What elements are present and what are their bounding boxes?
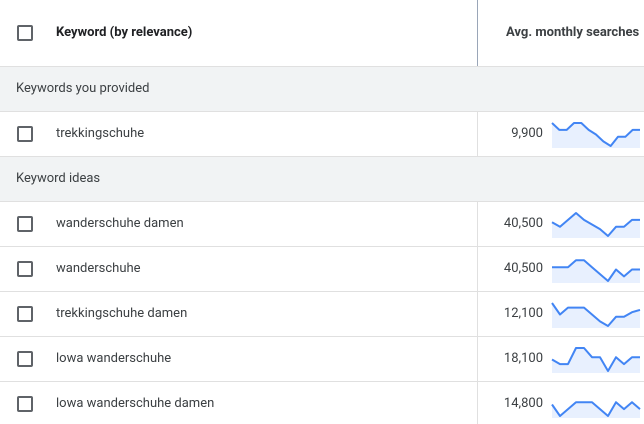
- row-checkbox[interactable]: [17, 216, 33, 232]
- trend-sparkline: [551, 212, 640, 238]
- trend-sparkline: [552, 259, 640, 283]
- keyword-row: wanderschuhe damen 40,500: [0, 202, 644, 247]
- monthly-searches: 18,100: [503, 351, 543, 366]
- trend-line: [551, 212, 640, 237]
- column-divider: [477, 112, 478, 156]
- trend-sparkline: [551, 347, 640, 373]
- keyword-row: lowa wanderschuhe 18,100: [0, 337, 644, 382]
- header-row: Keyword (by relevance) Avg. monthly sear…: [0, 0, 644, 67]
- keyword: wanderschuhe damen: [56, 216, 184, 231]
- column-divider: [477, 382, 478, 424]
- monthly-searches: 12,100: [503, 306, 543, 321]
- keyword-row: wanderschuhe 40,500: [0, 247, 644, 292]
- row-checkbox[interactable]: [17, 306, 33, 322]
- keyword: trekkingschuhe damen: [56, 306, 188, 321]
- row-checkbox[interactable]: [17, 261, 33, 277]
- column-divider: [477, 337, 478, 381]
- trend-sparkline: [551, 122, 640, 148]
- keyword: lowa wanderschuhe: [56, 351, 172, 366]
- trend-area: [552, 303, 640, 328]
- monthly-searches: 40,500: [503, 216, 543, 231]
- trend-sparkline: [551, 302, 641, 328]
- section-row: Keywords you provided: [0, 67, 644, 112]
- section-title: Keyword ideas: [16, 171, 101, 186]
- keyword-row: lowa wanderschuhe damen 14,800: [0, 382, 644, 424]
- trend-line: [551, 122, 640, 147]
- trend-sparkline: [551, 401, 641, 418]
- column-divider: [477, 0, 478, 66]
- monthly-searches: 9,900: [511, 126, 543, 141]
- keyword: wanderschuhe: [56, 261, 141, 276]
- select-all-checkbox[interactable]: [17, 25, 33, 41]
- section-row: Keyword ideas: [0, 157, 644, 202]
- keyword-row: trekkingschuhe damen 12,100: [0, 292, 644, 337]
- section-title: Keywords you provided: [16, 81, 150, 96]
- searches-header[interactable]: Avg. monthly searches: [506, 25, 640, 40]
- trend-line: [552, 259, 640, 282]
- keyword: trekkingschuhe: [56, 126, 145, 141]
- row-checkbox[interactable]: [17, 396, 33, 412]
- trend-line: [551, 347, 640, 372]
- row-checkbox[interactable]: [17, 351, 33, 367]
- keyword: lowa wanderschuhe damen: [56, 396, 215, 411]
- trend-area: [552, 402, 640, 418]
- trend-line: [551, 302, 641, 327]
- keyword-header[interactable]: Keyword (by relevance): [56, 25, 193, 40]
- column-divider: [477, 202, 478, 246]
- trend-area: [552, 213, 640, 238]
- column-divider: [477, 292, 478, 336]
- trend-line: [551, 401, 641, 417]
- column-divider: [477, 247, 478, 291]
- monthly-searches: 14,800: [503, 396, 543, 411]
- keyword-row: trekkingschuhe 9,900: [0, 112, 644, 157]
- row-checkbox[interactable]: [17, 126, 33, 142]
- monthly-searches: 40,500: [503, 261, 543, 276]
